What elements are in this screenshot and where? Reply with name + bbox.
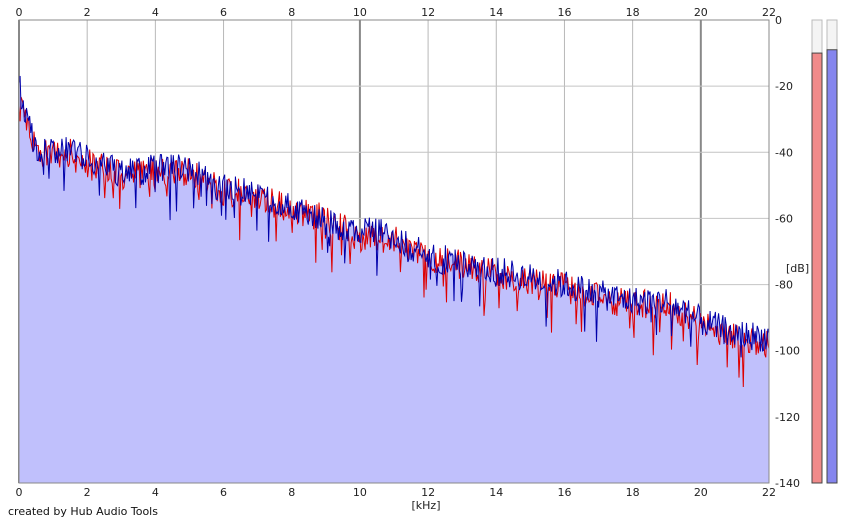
x-tick-label-bottom: 18 <box>626 486 640 499</box>
x-tick-label-bottom: 4 <box>152 486 159 499</box>
level-meters <box>811 19 838 484</box>
y-tick-label: -40 <box>775 146 793 159</box>
y-tick-label: 0 <box>775 14 782 27</box>
y-tick-label: -120 <box>775 411 800 424</box>
x-tick-label-top: 0 <box>16 6 23 19</box>
spectrum-lines <box>18 75 770 388</box>
x-tick-label-top: 14 <box>489 6 503 19</box>
x-axis-label: [kHz] <box>412 499 441 512</box>
x-tick-label-bottom: 8 <box>288 486 295 499</box>
y-tick-label: -80 <box>775 279 793 292</box>
y-axis-right: 0 -20 -40 -60 -80 -100 -120 -140 <box>775 14 800 490</box>
x-tick-label-bottom: 12 <box>421 486 435 499</box>
y-tick-label: -140 <box>775 477 800 490</box>
x-tick-label-top: 22 <box>762 6 776 19</box>
x-tick-label-top: 6 <box>220 6 227 19</box>
x-tick-label-top: 20 <box>694 6 708 19</box>
credit-text: created by Hub Audio Tools <box>8 505 158 518</box>
x-tick-label-top: 10 <box>353 6 367 19</box>
x-axis-bottom: 0 2 4 6 8 10 12 14 16 18 20 22 <box>16 486 777 499</box>
x-tick-label-bottom: 20 <box>694 486 708 499</box>
x-tick-label-bottom: 16 <box>557 486 571 499</box>
x-tick-label-bottom: 6 <box>220 486 227 499</box>
meter-bar-2 <box>826 49 838 484</box>
x-tick-label-bottom: 10 <box>353 486 367 499</box>
spectrum-fill-area <box>19 76 769 483</box>
x-tick-label-bottom: 0 <box>16 486 23 499</box>
series-line-2 <box>18 75 770 358</box>
plot-frame <box>18 19 770 484</box>
y-tick-label: -60 <box>775 212 793 225</box>
x-tick-label-top: 2 <box>84 6 91 19</box>
x-tick-label-bottom: 22 <box>762 486 776 499</box>
y-tick-label: -20 <box>775 80 793 93</box>
meter-bar-1 <box>811 52 823 484</box>
x-axis-top: 0 2 4 6 8 10 12 14 16 18 20 22 <box>16 6 777 19</box>
x-tick-label-top: 4 <box>152 6 159 19</box>
x-tick-label-top: 16 <box>557 6 571 19</box>
y-tick-label: -100 <box>775 345 800 358</box>
x-tick-label-bottom: 14 <box>489 486 503 499</box>
y-axis-label: [dB] <box>786 262 809 275</box>
x-tick-label-bottom: 2 <box>84 486 91 499</box>
x-tick-label-top: 18 <box>626 6 640 19</box>
x-tick-label-top: 8 <box>288 6 295 19</box>
x-tick-label-top: 12 <box>421 6 435 19</box>
